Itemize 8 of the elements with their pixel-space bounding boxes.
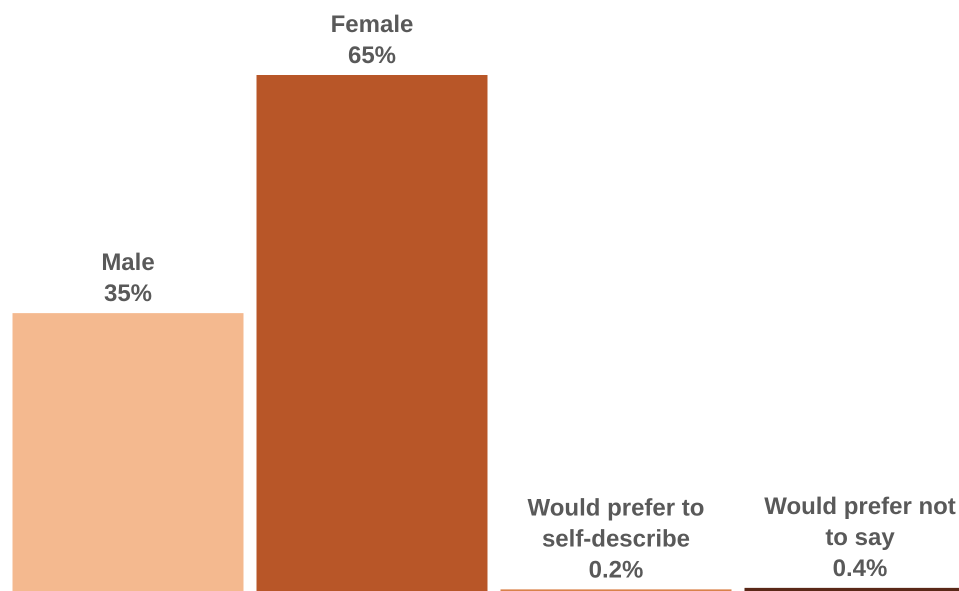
x-tick-label: Would prefer not to say — [764, 492, 956, 551]
data-label: 0.4% — [832, 554, 888, 582]
data-label: 35% — [104, 280, 152, 308]
x-tick-label: Female — [330, 11, 414, 38]
x-tick-label: Would prefer to self-describe — [528, 494, 704, 552]
x-tick-label: Male — [101, 249, 155, 276]
data-label: 65% — [348, 42, 396, 69]
data-label: 0.2% — [588, 556, 644, 584]
